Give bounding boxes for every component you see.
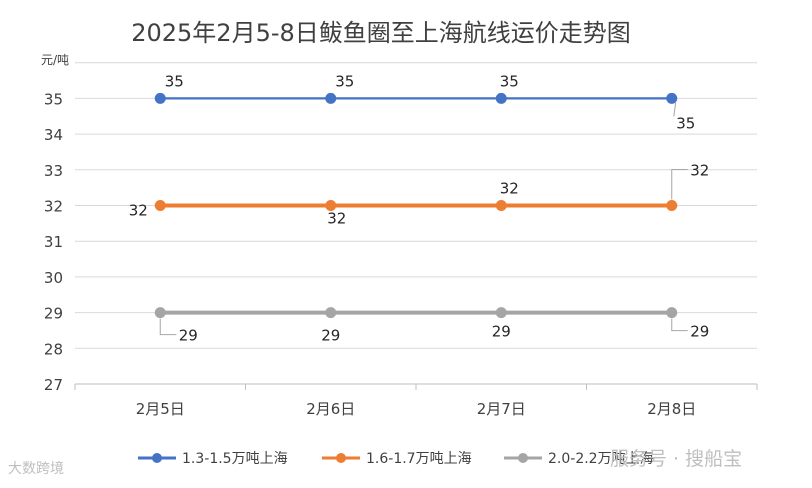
- data-label: 32: [327, 210, 346, 228]
- data-label: 29: [690, 323, 709, 341]
- data-point: [325, 307, 337, 319]
- data-point: [495, 200, 507, 211]
- x-tick-label: 2月7日: [477, 400, 526, 418]
- x-tick-label: 2月8日: [647, 400, 696, 418]
- y-tick-label: 27: [44, 376, 63, 394]
- data-point: [154, 92, 166, 104]
- legend-swatch-marker: [336, 453, 346, 463]
- watermark-right: 服务号 · 搜船宝: [610, 448, 743, 470]
- chart-title: 2025年2月5-8日鲅鱼圈至上海航线运价走势图: [131, 19, 631, 47]
- y-tick-label: 33: [44, 162, 63, 180]
- data-label: 29: [179, 327, 198, 345]
- legend-label: 2.0-2.2万吨上海: [548, 451, 654, 467]
- watermark-left: 大数跨境: [8, 461, 64, 477]
- y-tick-label: 29: [44, 305, 63, 323]
- data-label: 35: [500, 72, 519, 90]
- data-label: 35: [165, 72, 184, 90]
- x-tick-labels: 2月5日 2月6日 2月7日 2月8日: [136, 400, 697, 418]
- data-point: [666, 200, 678, 211]
- data-point: [154, 200, 166, 211]
- data-label: 29: [321, 327, 340, 345]
- data-point: [325, 92, 337, 104]
- legend: 1.3-1.5万吨上海 1.6-1.7万吨上海 2.0-2.2万吨上海: [138, 451, 654, 467]
- label-leader-line: [671, 318, 688, 332]
- legend-swatch-marker: [518, 453, 528, 463]
- label-leader-line: [673, 102, 677, 117]
- x-tick-label: 2月5日: [136, 400, 185, 418]
- y-tick-label: 31: [44, 233, 63, 251]
- data-point: [495, 307, 507, 319]
- data-label: 32: [500, 180, 519, 198]
- y-tick-label: 34: [44, 126, 63, 144]
- data-label: 35: [676, 114, 695, 132]
- x-tick-label: 2月6日: [306, 400, 355, 418]
- data-point: [154, 307, 166, 319]
- y-tick-label: 32: [44, 198, 63, 216]
- data-label: 32: [129, 202, 148, 220]
- grid: [74, 62, 758, 390]
- data-label: 32: [690, 162, 709, 180]
- data-point: [666, 92, 678, 104]
- y-tick-label: 30: [44, 269, 63, 287]
- data-point: [495, 92, 507, 104]
- y-tick-labels: 27 28 29 30 31 32 33 34 35: [44, 90, 63, 394]
- legend-label: 1.6-1.7万吨上海: [366, 451, 472, 467]
- data-point: [666, 307, 678, 319]
- data-point: [325, 200, 337, 211]
- label-leader-line: [671, 169, 688, 200]
- y-axis-unit: 元/吨: [41, 53, 69, 67]
- legend-label: 1.3-1.5万吨上海: [182, 451, 288, 467]
- data-label: 35: [335, 72, 354, 90]
- series-group: [154, 92, 678, 319]
- y-tick-label: 35: [44, 90, 63, 108]
- legend-swatch-marker: [152, 453, 162, 463]
- data-labels: 35 35 35 35 32 32 32 32 29 29 29 29: [129, 72, 710, 344]
- label-leader-line: [159, 318, 177, 336]
- y-tick-label: 28: [44, 340, 63, 358]
- data-label: 29: [492, 323, 511, 341]
